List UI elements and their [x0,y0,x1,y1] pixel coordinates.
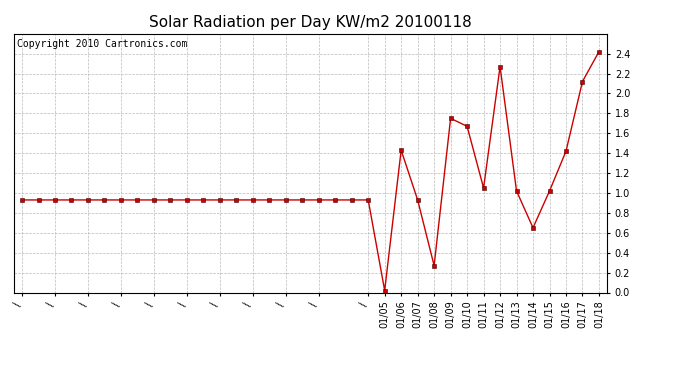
Title: Solar Radiation per Day KW/m2 20100118: Solar Radiation per Day KW/m2 20100118 [149,15,472,30]
Text: Copyright 2010 Cartronics.com: Copyright 2010 Cartronics.com [17,39,187,49]
